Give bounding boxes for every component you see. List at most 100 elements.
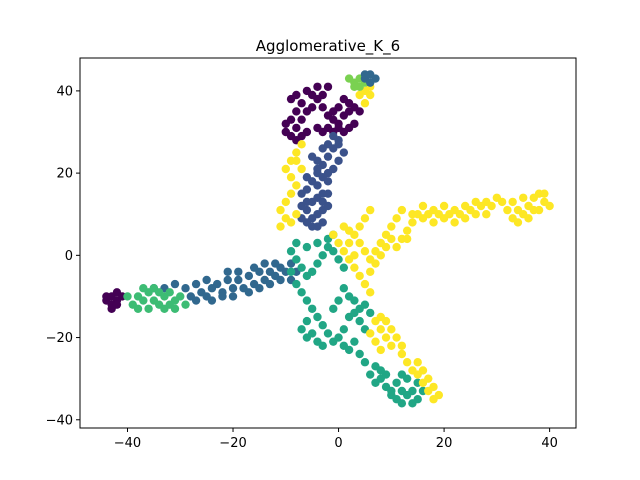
data-point <box>418 201 428 211</box>
data-point <box>387 325 396 334</box>
data-point <box>202 292 211 301</box>
data-point <box>260 259 269 268</box>
data-point <box>376 325 385 334</box>
data-point <box>392 214 401 223</box>
data-point <box>350 82 359 91</box>
chart-title: Agglomerative_K_6 <box>256 37 400 56</box>
data-point <box>397 399 407 408</box>
data-point <box>392 242 401 252</box>
data-point <box>334 255 343 264</box>
data-point <box>218 292 227 301</box>
data-point <box>329 304 338 313</box>
data-point <box>413 395 422 404</box>
data-point <box>176 292 185 301</box>
data-point <box>313 164 322 174</box>
data-point <box>102 292 111 301</box>
data-point <box>339 247 349 256</box>
data-point <box>318 103 327 112</box>
data-point <box>513 218 523 227</box>
data-point <box>513 205 523 215</box>
data-point <box>402 234 412 244</box>
data-point <box>255 284 264 293</box>
data-point <box>244 271 254 281</box>
x-tick-label: −20 <box>219 436 246 451</box>
data-point <box>133 292 143 301</box>
data-point <box>402 226 412 235</box>
data-point <box>202 275 211 285</box>
data-point <box>387 341 396 350</box>
data-point <box>281 119 290 128</box>
data-point <box>366 78 375 87</box>
data-point <box>376 251 385 260</box>
data-point <box>244 288 254 297</box>
data-point <box>313 312 322 322</box>
y-tick-label: 40 <box>56 84 73 99</box>
data-point <box>413 370 422 379</box>
data-point <box>429 218 438 227</box>
data-point <box>355 316 364 326</box>
data-point <box>154 288 164 297</box>
y-tick-label: 0 <box>65 249 73 264</box>
data-point <box>276 205 285 215</box>
data-point <box>350 263 359 272</box>
data-point <box>133 304 143 313</box>
data-point <box>307 329 317 338</box>
data-point <box>323 189 333 198</box>
data-point <box>313 222 322 231</box>
data-point <box>429 395 438 404</box>
data-point <box>123 292 132 301</box>
data-point <box>366 308 375 318</box>
y-tick-label: −20 <box>46 331 73 346</box>
data-point <box>292 210 301 219</box>
data-point <box>271 259 280 268</box>
data-point <box>545 201 554 211</box>
data-point <box>344 238 354 248</box>
data-point <box>281 164 290 174</box>
data-point <box>276 275 285 285</box>
data-point <box>297 164 306 174</box>
data-point <box>307 304 317 313</box>
data-point <box>408 386 417 396</box>
data-point <box>292 90 301 100</box>
data-point <box>366 288 375 297</box>
data-point <box>292 181 301 190</box>
data-point <box>355 271 364 281</box>
data-point <box>529 205 538 215</box>
data-point <box>350 337 359 346</box>
data-point <box>112 300 122 309</box>
data-point <box>334 333 343 342</box>
data-point <box>318 321 327 330</box>
data-point <box>313 181 322 190</box>
data-point <box>302 242 312 252</box>
data-point <box>360 214 370 223</box>
data-point <box>487 201 496 211</box>
x-tick-label: −40 <box>114 436 141 451</box>
data-point <box>181 284 190 293</box>
data-point <box>376 312 385 322</box>
data-point <box>366 370 375 379</box>
data-point <box>334 296 343 305</box>
data-point <box>381 333 391 342</box>
data-point <box>350 251 359 260</box>
data-point <box>397 205 407 215</box>
plot-area-frame <box>79 57 577 429</box>
data-point <box>439 201 449 211</box>
data-point <box>292 123 301 133</box>
data-point <box>318 341 327 350</box>
y-tick-label: −40 <box>46 413 73 428</box>
data-point <box>318 144 327 153</box>
data-point <box>371 362 380 371</box>
data-point <box>286 267 296 276</box>
data-point <box>429 205 438 215</box>
data-point <box>334 156 343 165</box>
x-tick-label: 40 <box>541 436 558 451</box>
data-point <box>471 210 480 219</box>
data-point <box>228 284 238 293</box>
data-point <box>392 378 401 387</box>
data-point <box>397 341 407 350</box>
data-point <box>355 90 364 100</box>
data-point <box>144 304 153 313</box>
data-point <box>418 378 428 387</box>
data-point <box>439 214 449 223</box>
